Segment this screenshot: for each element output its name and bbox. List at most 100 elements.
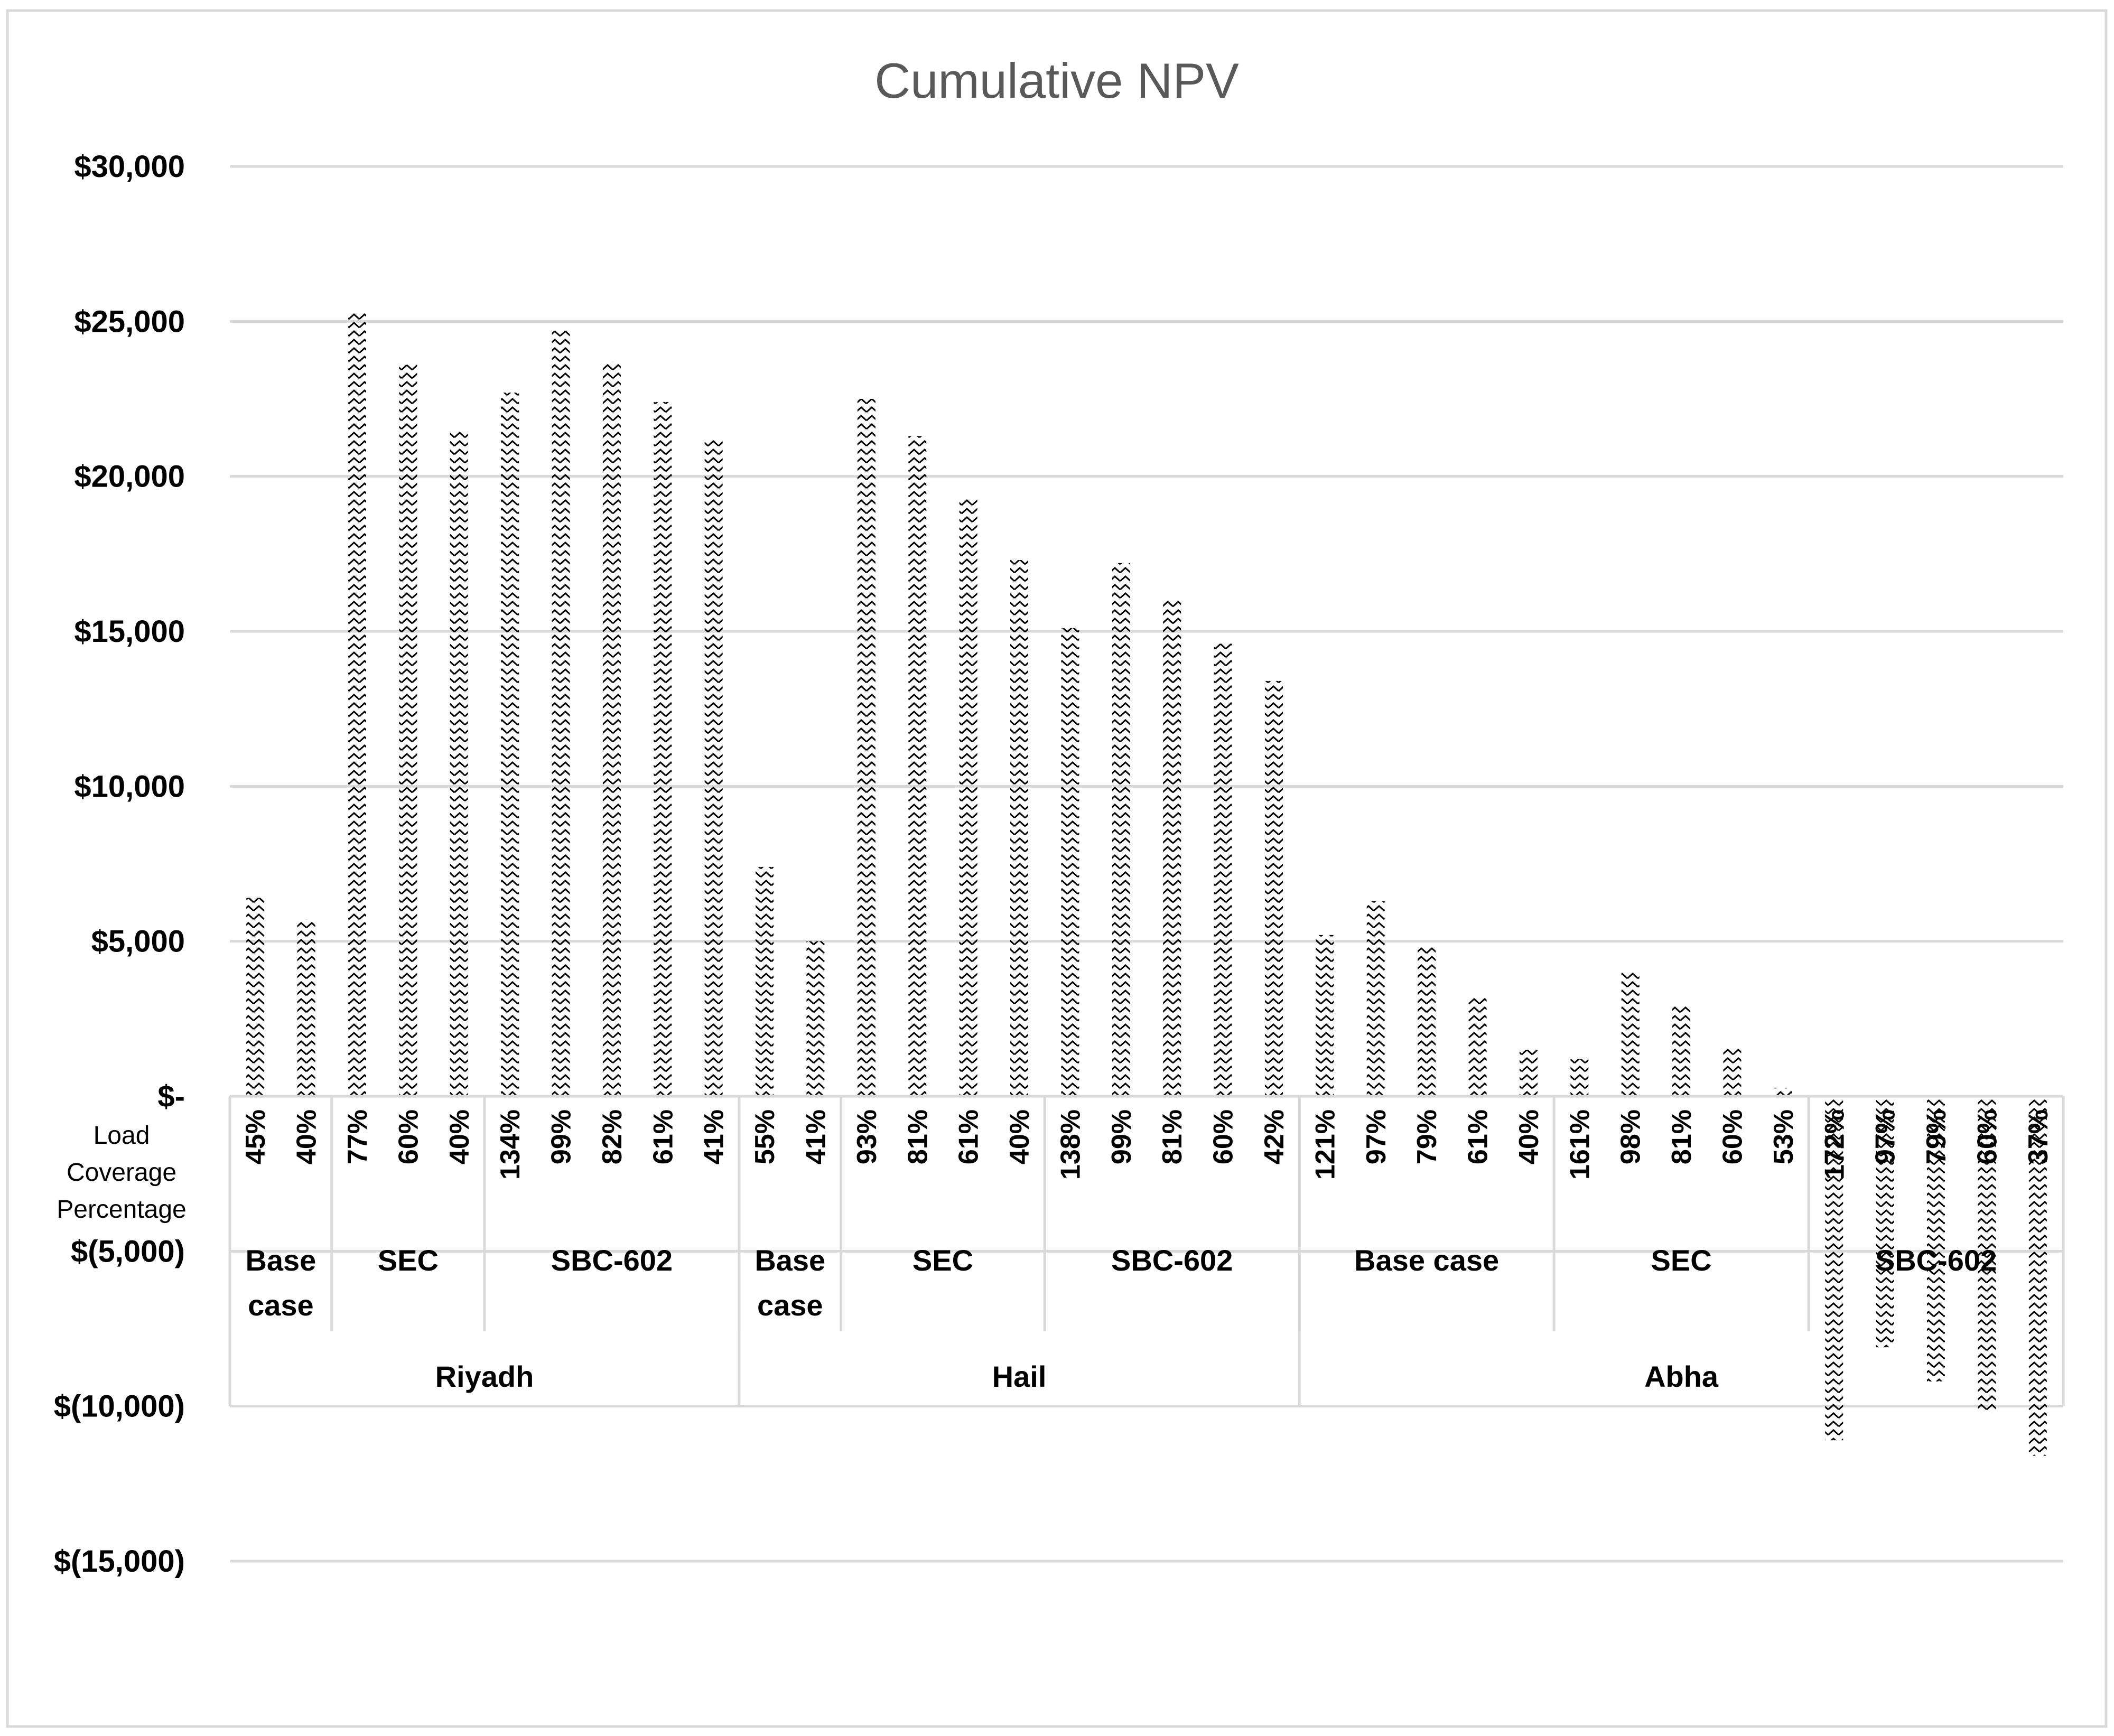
category-label: 61% <box>648 1109 678 1164</box>
bar <box>1366 901 1385 1096</box>
category-label: 99% <box>1106 1109 1137 1164</box>
bar <box>1978 1096 1996 1413</box>
bar <box>654 402 672 1096</box>
bar <box>2028 1096 2047 1456</box>
bar <box>704 439 723 1097</box>
y-tick-label: $(15,000) <box>54 1544 185 1579</box>
bar <box>857 399 876 1096</box>
category-label: 81% <box>902 1109 933 1164</box>
x-axis-caption: Load Coverage Percentage <box>57 1122 187 1224</box>
group-labels: Base case SEC SBC-602 Base case SEC SBC-602 Base… <box>228 1095 2065 1406</box>
y-tick-label: $- <box>157 1079 185 1114</box>
category-label: 81% <box>1157 1109 1188 1164</box>
x-axis-caption-line: Load <box>94 1122 150 1150</box>
bar <box>908 436 927 1096</box>
y-tick-label: $(5,000) <box>71 1234 185 1268</box>
bar <box>1264 680 1283 1096</box>
scenario-label: Base <box>755 1244 825 1277</box>
category-label: 60% <box>393 1109 424 1164</box>
category-label: 37% <box>2023 1109 2054 1164</box>
bar-series <box>246 312 2047 1456</box>
category-label: 42% <box>1259 1109 1290 1164</box>
category-label: 60% <box>1972 1109 2003 1164</box>
category-label: 61% <box>954 1109 984 1164</box>
bar <box>959 498 977 1096</box>
y-tick-label: $30,000 <box>74 150 185 184</box>
category-label: 60% <box>1717 1109 1748 1164</box>
y-tick-label: $20,000 <box>74 460 185 494</box>
bar <box>1621 972 1640 1096</box>
category-label: 81% <box>1666 1109 1697 1164</box>
category-label: 97% <box>1870 1109 1901 1164</box>
bar <box>1112 563 1130 1096</box>
city-label: Abha <box>1644 1360 1719 1393</box>
bar <box>1825 1096 1843 1441</box>
category-label: 79% <box>1921 1109 1952 1164</box>
category-label: 121% <box>1310 1109 1340 1180</box>
category-label: 97% <box>1361 1109 1392 1164</box>
x-axis-caption-line: Coverage <box>67 1159 176 1187</box>
y-axis-ticks: $30,000 $25,000 $20,000 $15,000 $10,000 $5,00… <box>54 150 185 1579</box>
scenario-label: SBC-602 <box>1875 1244 1997 1277</box>
bar <box>552 330 570 1096</box>
category-label: 40% <box>292 1109 322 1164</box>
category-label: 40% <box>1514 1109 1544 1164</box>
bar <box>756 866 774 1096</box>
y-tick-label: $25,000 <box>74 304 185 339</box>
bar <box>1927 1096 1945 1382</box>
bar <box>501 393 519 1097</box>
y-tick-label: $(10,000) <box>54 1389 185 1424</box>
category-label: 99% <box>546 1109 577 1164</box>
category-label: 45% <box>240 1109 271 1164</box>
category-label: 41% <box>800 1109 831 1164</box>
category-label: 93% <box>852 1109 882 1164</box>
scenario-label: SEC <box>912 1244 973 1277</box>
category-label: 55% <box>750 1109 780 1164</box>
category-label: 172% <box>1819 1109 1850 1180</box>
bar <box>602 361 621 1096</box>
scenario-label: SBC-602 <box>551 1244 673 1277</box>
bar <box>1214 643 1232 1096</box>
category-label: 161% <box>1564 1109 1595 1180</box>
bar <box>246 898 265 1096</box>
scenario-label: Base <box>245 1244 316 1277</box>
category-label: 82% <box>597 1109 628 1164</box>
city-label: Hail <box>992 1360 1047 1393</box>
x-axis-caption-line: Percentage <box>57 1196 187 1224</box>
bar <box>297 919 315 1096</box>
scenario-label: SEC <box>378 1244 439 1277</box>
category-label: 61% <box>1463 1109 1494 1164</box>
category-label: 40% <box>444 1109 475 1164</box>
bar <box>1570 1059 1589 1096</box>
scenario-label: case <box>248 1289 314 1322</box>
category-label: 138% <box>1055 1109 1086 1180</box>
chart-frame <box>6 9 2108 1728</box>
category-label: 60% <box>1208 1109 1239 1164</box>
category-label: 77% <box>342 1109 373 1164</box>
category-label: 79% <box>1412 1109 1442 1164</box>
city-label: Riyadh <box>435 1360 534 1393</box>
category-label: 53% <box>1768 1109 1799 1164</box>
bar <box>1672 1006 1691 1096</box>
bar <box>1519 1050 1538 1096</box>
scenario-label: SEC <box>1651 1244 1712 1277</box>
y-tick-label: $10,000 <box>74 769 185 804</box>
bar <box>1774 1088 1792 1096</box>
scenario-label: Base case <box>1354 1244 1499 1277</box>
scenario-label: SBC-602 <box>1111 1244 1233 1277</box>
bar <box>348 312 366 1096</box>
y-tick-label: $5,000 <box>91 925 185 959</box>
category-labels: 45% 40% 77% 60% 40% 134% 99% 82% 61% 41% 55% 41% 93%… <box>240 1109 2054 1180</box>
chart-title: Cumulative NPV <box>874 53 1239 108</box>
category-label: 41% <box>699 1109 730 1164</box>
category-label: 134% <box>495 1109 526 1180</box>
bar <box>1723 1047 1742 1096</box>
y-tick-label: $15,000 <box>74 614 185 649</box>
bar <box>450 430 468 1096</box>
scenario-label: case <box>757 1289 823 1322</box>
bar <box>1061 628 1079 1096</box>
bar <box>1316 935 1334 1096</box>
category-label: 40% <box>1004 1109 1035 1164</box>
